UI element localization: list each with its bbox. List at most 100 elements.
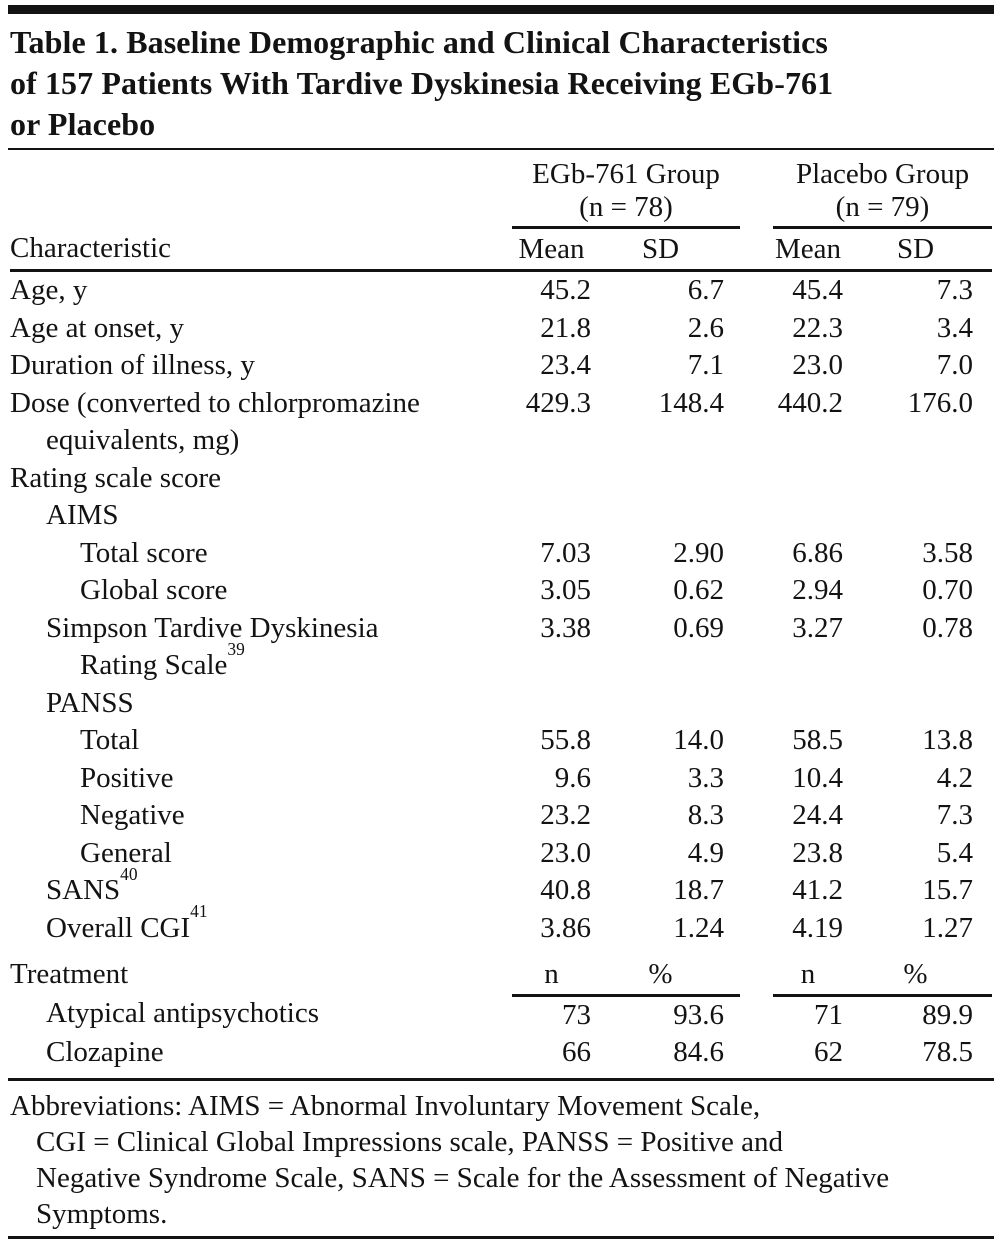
row-label-text: Overall CGI — [46, 911, 191, 944]
value-cell: 45.4 — [792, 274, 844, 306]
value-cell: 429.3 — [525, 386, 591, 419]
column-spacer — [740, 497, 773, 535]
row-label: Total score — [10, 535, 512, 573]
row-label-text: Age, y — [10, 274, 88, 306]
table-title: Table 1. Baseline Demographic and Clinic… — [10, 24, 834, 142]
table-row: Age, y 45.2 6.7 45.4 7.3 — [10, 271, 992, 310]
column-spacer — [740, 947, 773, 995]
row-label-text: PANSS — [46, 686, 134, 719]
row-label-cell: Age at onset, y — [10, 310, 512, 348]
row-label-cell: Negative — [10, 797, 512, 835]
value-cell: 0.70 — [922, 574, 974, 606]
value-cell: 9.6 — [554, 761, 591, 794]
stat-header-row: Characteristic Mean SD Mean SD — [10, 227, 993, 272]
value-cell: 10.4 — [792, 761, 844, 794]
demographics-table: EGb-761 Group (n = 78) Placebo Group (n … — [10, 155, 993, 1072]
value-cell: 71 — [814, 998, 844, 1031]
reference-superscript: 40 — [120, 863, 138, 884]
row-label-text: Negative — [80, 799, 185, 831]
row-label: Global score — [10, 572, 512, 610]
group-header-placebo: Placebo Group (n = 79) — [773, 155, 993, 229]
value-cell: 18.7 — [673, 874, 725, 906]
percent-header: % — [858, 947, 993, 997]
value-cell — [512, 497, 597, 535]
column-spacer — [740, 797, 773, 835]
value-cell: 5.4 — [936, 836, 974, 869]
value-cell — [597, 685, 740, 723]
table-row: PANSS — [10, 685, 992, 723]
value-cell — [773, 497, 858, 535]
sd-header: SD — [858, 227, 993, 272]
bottom-rule — [8, 1235, 994, 1239]
row-label-text: Duration of illness, y — [10, 349, 255, 381]
value-cell: 41.2 — [792, 874, 844, 906]
value-cell: 0.69 — [673, 611, 725, 644]
value-cell: 23.0 — [792, 349, 844, 381]
column-spacer — [740, 610, 773, 685]
column-spacer — [740, 685, 773, 723]
value-cell — [512, 685, 597, 723]
column-spacer — [740, 1034, 773, 1072]
value-cell: 14.0 — [673, 724, 725, 756]
row-label-text: Positive — [80, 761, 174, 794]
column-spacer — [740, 460, 773, 498]
value-cell: 3.38 — [540, 611, 591, 644]
value-cell: 7.3 — [936, 799, 974, 831]
value-cell: 23.0 — [540, 836, 591, 869]
row-label: Simpson Tardive Dyskinesia — [10, 610, 512, 648]
table-row: Atypical antipsychotics 73 93.6 71 89.9 — [10, 995, 992, 1034]
group-header-row: EGb-761 Group (n = 78) Placebo Group (n … — [10, 155, 993, 229]
value-cell: 6.86 — [792, 536, 844, 569]
value-cell — [858, 460, 992, 498]
value-cell: 22.3 — [792, 311, 844, 344]
footnote-line: Abbreviations: AIMS = Abnormal Involunta… — [10, 1089, 761, 1122]
group-name: EGb-761 Group — [532, 158, 720, 190]
row-label: Overall CGI41 — [10, 902, 512, 948]
row-label-text: Atypical antipsychotics — [46, 997, 320, 1029]
row-label-cell: Age, y — [10, 271, 512, 310]
value-cell — [773, 460, 858, 498]
value-cell: 3.05 — [540, 574, 591, 606]
row-label-cell: Dose (converted to chlorpromazine equival… — [10, 385, 512, 460]
treatment-header-row: Treatment n % n % — [10, 947, 993, 997]
column-spacer — [740, 227, 774, 272]
value-cell: 7.03 — [540, 536, 591, 569]
value-cell: 3.4 — [936, 311, 974, 344]
table-row: Dose (converted to chlorpromazine equival… — [10, 385, 992, 460]
value-cell: 6.7 — [687, 274, 725, 306]
value-cell: 8.3 — [687, 799, 725, 831]
row-label: Rating scale score — [10, 460, 512, 498]
value-cell: 23.8 — [792, 836, 844, 869]
row-label-text: Clozapine — [46, 1036, 164, 1068]
row-label-text: Global score — [80, 574, 228, 606]
value-cell: 1.27 — [922, 911, 974, 944]
row-label: Clozapine — [10, 1034, 512, 1072]
group-header-egb: EGb-761 Group (n = 78) — [512, 155, 741, 229]
value-cell: 3.3 — [687, 761, 725, 794]
row-label-cell: Rating scale score — [10, 460, 512, 498]
value-cell: 440.2 — [777, 386, 844, 419]
row-label-cell: Total score — [10, 535, 512, 573]
paper-table-figure: Table 1. Baseline Demographic and Clinic… — [0, 5, 1002, 1242]
value-cell: 0.78 — [922, 611, 974, 644]
column-spacer — [740, 722, 773, 760]
abbreviations-footnote: Abbreviations: AIMS = Abnormal Involunta… — [10, 1088, 992, 1232]
value-cell — [597, 460, 740, 498]
table-row: Age at onset, y 21.8 2.6 22.3 3.4 — [10, 310, 992, 348]
column-spacer — [740, 385, 773, 460]
value-cell: 0.62 — [673, 574, 725, 606]
treatment-section: Treatment n % n % Atypical antipsychotic… — [10, 947, 993, 1072]
characteristic-header: Characteristic — [10, 227, 512, 272]
footnote-line: Negative Syndrome Scale, SANS = Scale fo… — [36, 1161, 890, 1194]
row-label: Total — [10, 722, 512, 760]
value-cell: 55.8 — [540, 724, 591, 756]
row-label: AIMS — [10, 497, 512, 535]
table-row: Simpson Tardive Dyskinesia Rating Scale39… — [10, 610, 992, 685]
row-label-text: Total — [80, 724, 140, 756]
value-cell: 21.8 — [540, 311, 591, 344]
value-cell — [597, 497, 740, 535]
sd-header: SD — [597, 227, 741, 272]
value-cell: 84.6 — [673, 1036, 725, 1068]
row-label-text: equivalents, mg) — [46, 424, 240, 456]
value-cell: 3.27 — [792, 611, 844, 644]
